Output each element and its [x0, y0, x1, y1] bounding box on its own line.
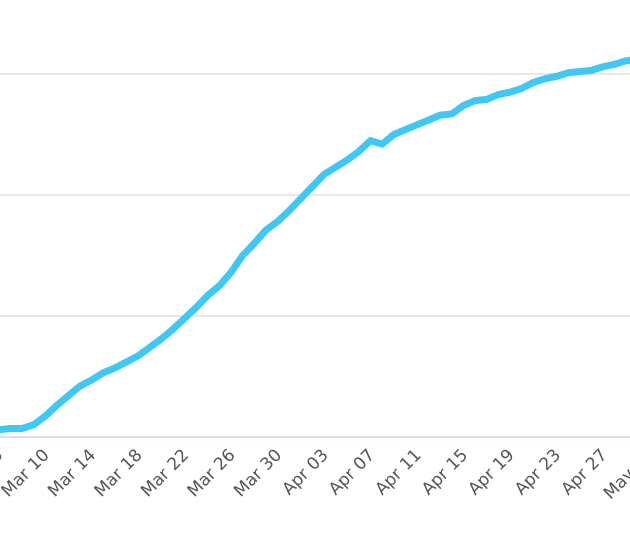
- x-tick-label: Mar 18: [91, 445, 147, 501]
- x-tick-label: Mar 14: [44, 445, 100, 501]
- x-tick-label: Apr 07: [325, 445, 379, 499]
- data-line: [0, 56, 630, 434]
- x-tick-label: Mar 30: [230, 445, 286, 501]
- x-tick-label: Apr 03: [278, 445, 332, 499]
- x-tick-label: Apr 11: [371, 445, 425, 499]
- x-tick-label: Apr 19: [464, 445, 518, 499]
- x-tick-label: Mar 10: [0, 445, 54, 501]
- x-tick-label: Mar 26: [184, 445, 240, 501]
- x-tick-label: Apr 15: [418, 445, 472, 499]
- x-tick-label: Apr 23: [511, 445, 565, 499]
- x-tick-label: Mar 22: [137, 445, 193, 501]
